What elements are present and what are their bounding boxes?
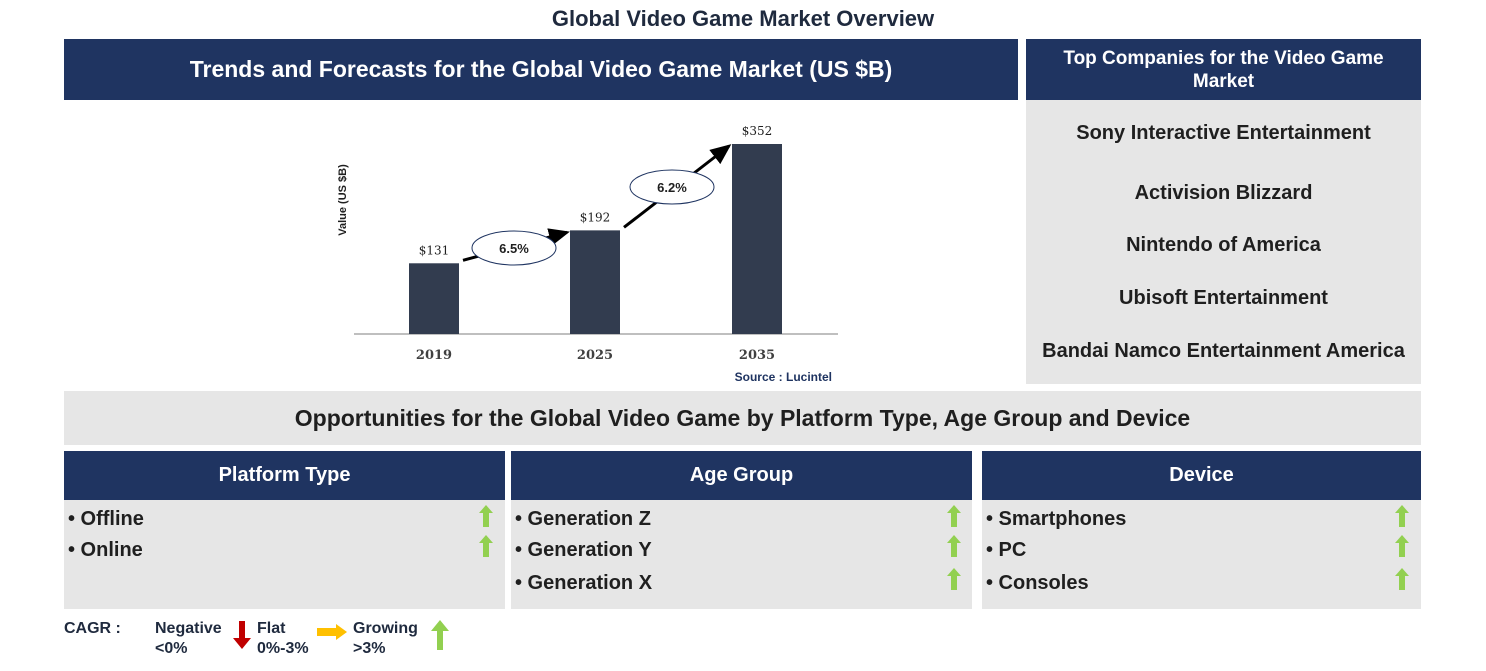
down-arrow-icon	[233, 621, 251, 649]
x-tick-label: 2019	[416, 348, 452, 363]
legend-flat-range: 0%-3%	[257, 640, 309, 657]
cagr-label: 6.2%	[657, 180, 687, 195]
up-arrow-icon	[947, 535, 961, 557]
up-arrow-icon	[431, 620, 449, 650]
segment-body: • Offline • Online	[64, 500, 505, 609]
segment-item: • Consoles	[986, 572, 1089, 594]
segment-item: • Offline	[68, 508, 144, 530]
opportunities-title: Opportunities for the Global Video Game …	[64, 391, 1421, 445]
segment-header: Platform Type	[64, 451, 505, 500]
chart-section-header: Trends and Forecasts for the Global Vide…	[64, 39, 1018, 100]
cagr-bubble	[471, 230, 557, 266]
up-arrow-icon	[1395, 535, 1409, 557]
legend-cagr-label: CAGR :	[64, 620, 121, 637]
up-arrow-icon	[479, 535, 493, 557]
legend-growing: Growing >3%	[353, 619, 418, 659]
segment-header: Device	[982, 451, 1421, 500]
data-label: $192	[580, 210, 611, 224]
legend-flat: Flat 0%-3%	[257, 619, 309, 659]
up-arrow-icon	[947, 568, 961, 590]
companies-header: Top Companies for the Video Game Market	[1026, 39, 1421, 100]
legend-negative-label: Negative	[155, 620, 222, 637]
y-axis-label: Value (US $B)	[337, 164, 349, 236]
companies-panel: Sony Interactive Entertainment Activisio…	[1026, 100, 1421, 384]
segment-body: • Generation Z • Generation Y • Generati…	[511, 500, 972, 609]
cagr-label: 6.5%	[499, 241, 529, 256]
company-item: Bandai Namco Entertainment America	[1042, 340, 1405, 362]
x-tick-label: 2025	[577, 348, 613, 363]
company-item: Activision Blizzard	[1134, 182, 1313, 204]
x-tick-label: 2035	[739, 348, 775, 363]
bar	[570, 230, 620, 334]
segment-body: • Smartphones • PC • Consoles	[982, 500, 1421, 609]
market-trend-chart: Value (US $B) $131 2019 $192 2025 $352 2035 6.5…	[337, 124, 838, 384]
legend-growing-range: >3%	[353, 640, 386, 657]
segment-item: • Smartphones	[986, 508, 1127, 530]
page-title: Global Video Game Market Overview	[551, 6, 935, 31]
data-label: $131	[419, 243, 450, 257]
up-arrow-icon	[1395, 568, 1409, 590]
segment-header: Age Group	[511, 451, 972, 500]
up-arrow-icon	[1395, 505, 1409, 527]
company-item: Nintendo of America	[1126, 234, 1321, 256]
segment-item: • Generation X	[515, 572, 653, 594]
source-note: Source : Lucintel	[735, 370, 832, 384]
segment-item: • Online	[68, 539, 143, 561]
data-label: $352	[742, 124, 773, 138]
bar	[732, 144, 782, 334]
legend-negative: Negative <0%	[155, 619, 222, 659]
right-arrow-icon	[317, 624, 347, 640]
company-item: Ubisoft Entertainment	[1119, 287, 1328, 309]
legend-negative-range: <0%	[155, 640, 188, 657]
up-arrow-icon	[479, 505, 493, 527]
segment-item: • PC	[986, 539, 1027, 561]
legend-growing-label: Growing	[353, 620, 418, 637]
segment-device: Device • Smartphones • PC • Consoles	[982, 451, 1421, 609]
cagr-bubble	[629, 169, 715, 205]
up-arrow-icon	[947, 505, 961, 527]
bar	[409, 263, 459, 334]
segment-item: • Generation Z	[515, 508, 651, 530]
segment-platform-type: Platform Type • Offline • Online	[64, 451, 505, 609]
legend-flat-label: Flat	[257, 620, 286, 637]
segment-item: • Generation Y	[515, 539, 652, 561]
company-item: Sony Interactive Entertainment	[1076, 122, 1371, 144]
segment-age-group: Age Group • Generation Z • Generation Y …	[511, 451, 972, 609]
